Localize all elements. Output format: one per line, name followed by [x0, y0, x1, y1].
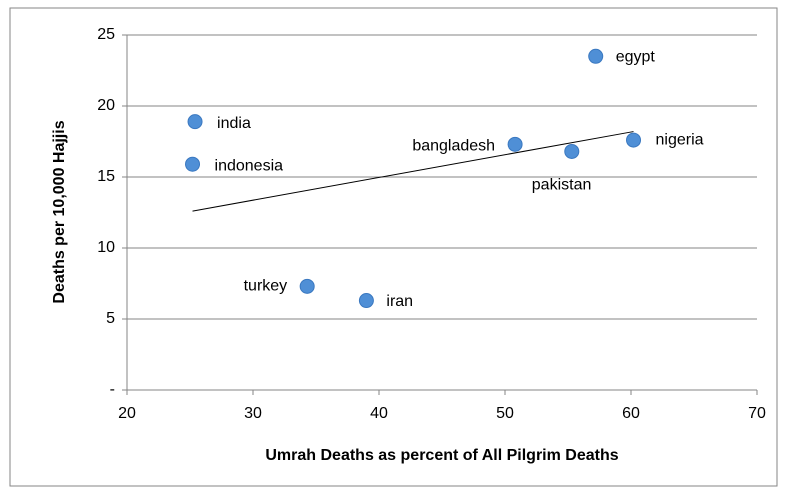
point-label: india: [217, 115, 251, 132]
y-tick-label: 15: [97, 168, 115, 185]
y-tick-label: 5: [106, 310, 115, 327]
point-label: indonesia: [215, 157, 284, 174]
point-label: nigeria: [656, 131, 704, 148]
point-label: bangladesh: [412, 138, 495, 155]
point-label: turkey: [244, 278, 288, 295]
point: [185, 156, 201, 172]
point: [187, 114, 203, 130]
point-label: egypt: [616, 49, 656, 66]
point-label: iran: [386, 293, 413, 310]
y-axis-title: Deaths per 10,000 Hajjis: [51, 120, 68, 303]
point: [507, 136, 523, 152]
x-tick-label: 30: [244, 405, 262, 422]
y-tick-label: 20: [97, 97, 115, 114]
point: [564, 143, 580, 159]
trendline: [192, 131, 634, 212]
y-tick-label: 25: [97, 26, 115, 43]
x-tick-label: 40: [370, 405, 388, 422]
x-tick-label: 70: [748, 405, 766, 422]
x-tick-label: 60: [622, 405, 640, 422]
x-axis-title: Umrah Deaths as percent of All Pilgrim D…: [265, 447, 618, 464]
point-label: pakistan: [532, 177, 592, 194]
x-tick-label: 50: [496, 405, 514, 422]
point: [299, 278, 315, 294]
chart-frame: [9, 7, 778, 487]
point: [626, 132, 642, 148]
point: [358, 293, 374, 309]
point: [588, 48, 604, 64]
x-tick-label: 20: [118, 405, 136, 422]
y-tick-label: -: [110, 381, 115, 398]
y-tick-label: 10: [97, 239, 115, 256]
